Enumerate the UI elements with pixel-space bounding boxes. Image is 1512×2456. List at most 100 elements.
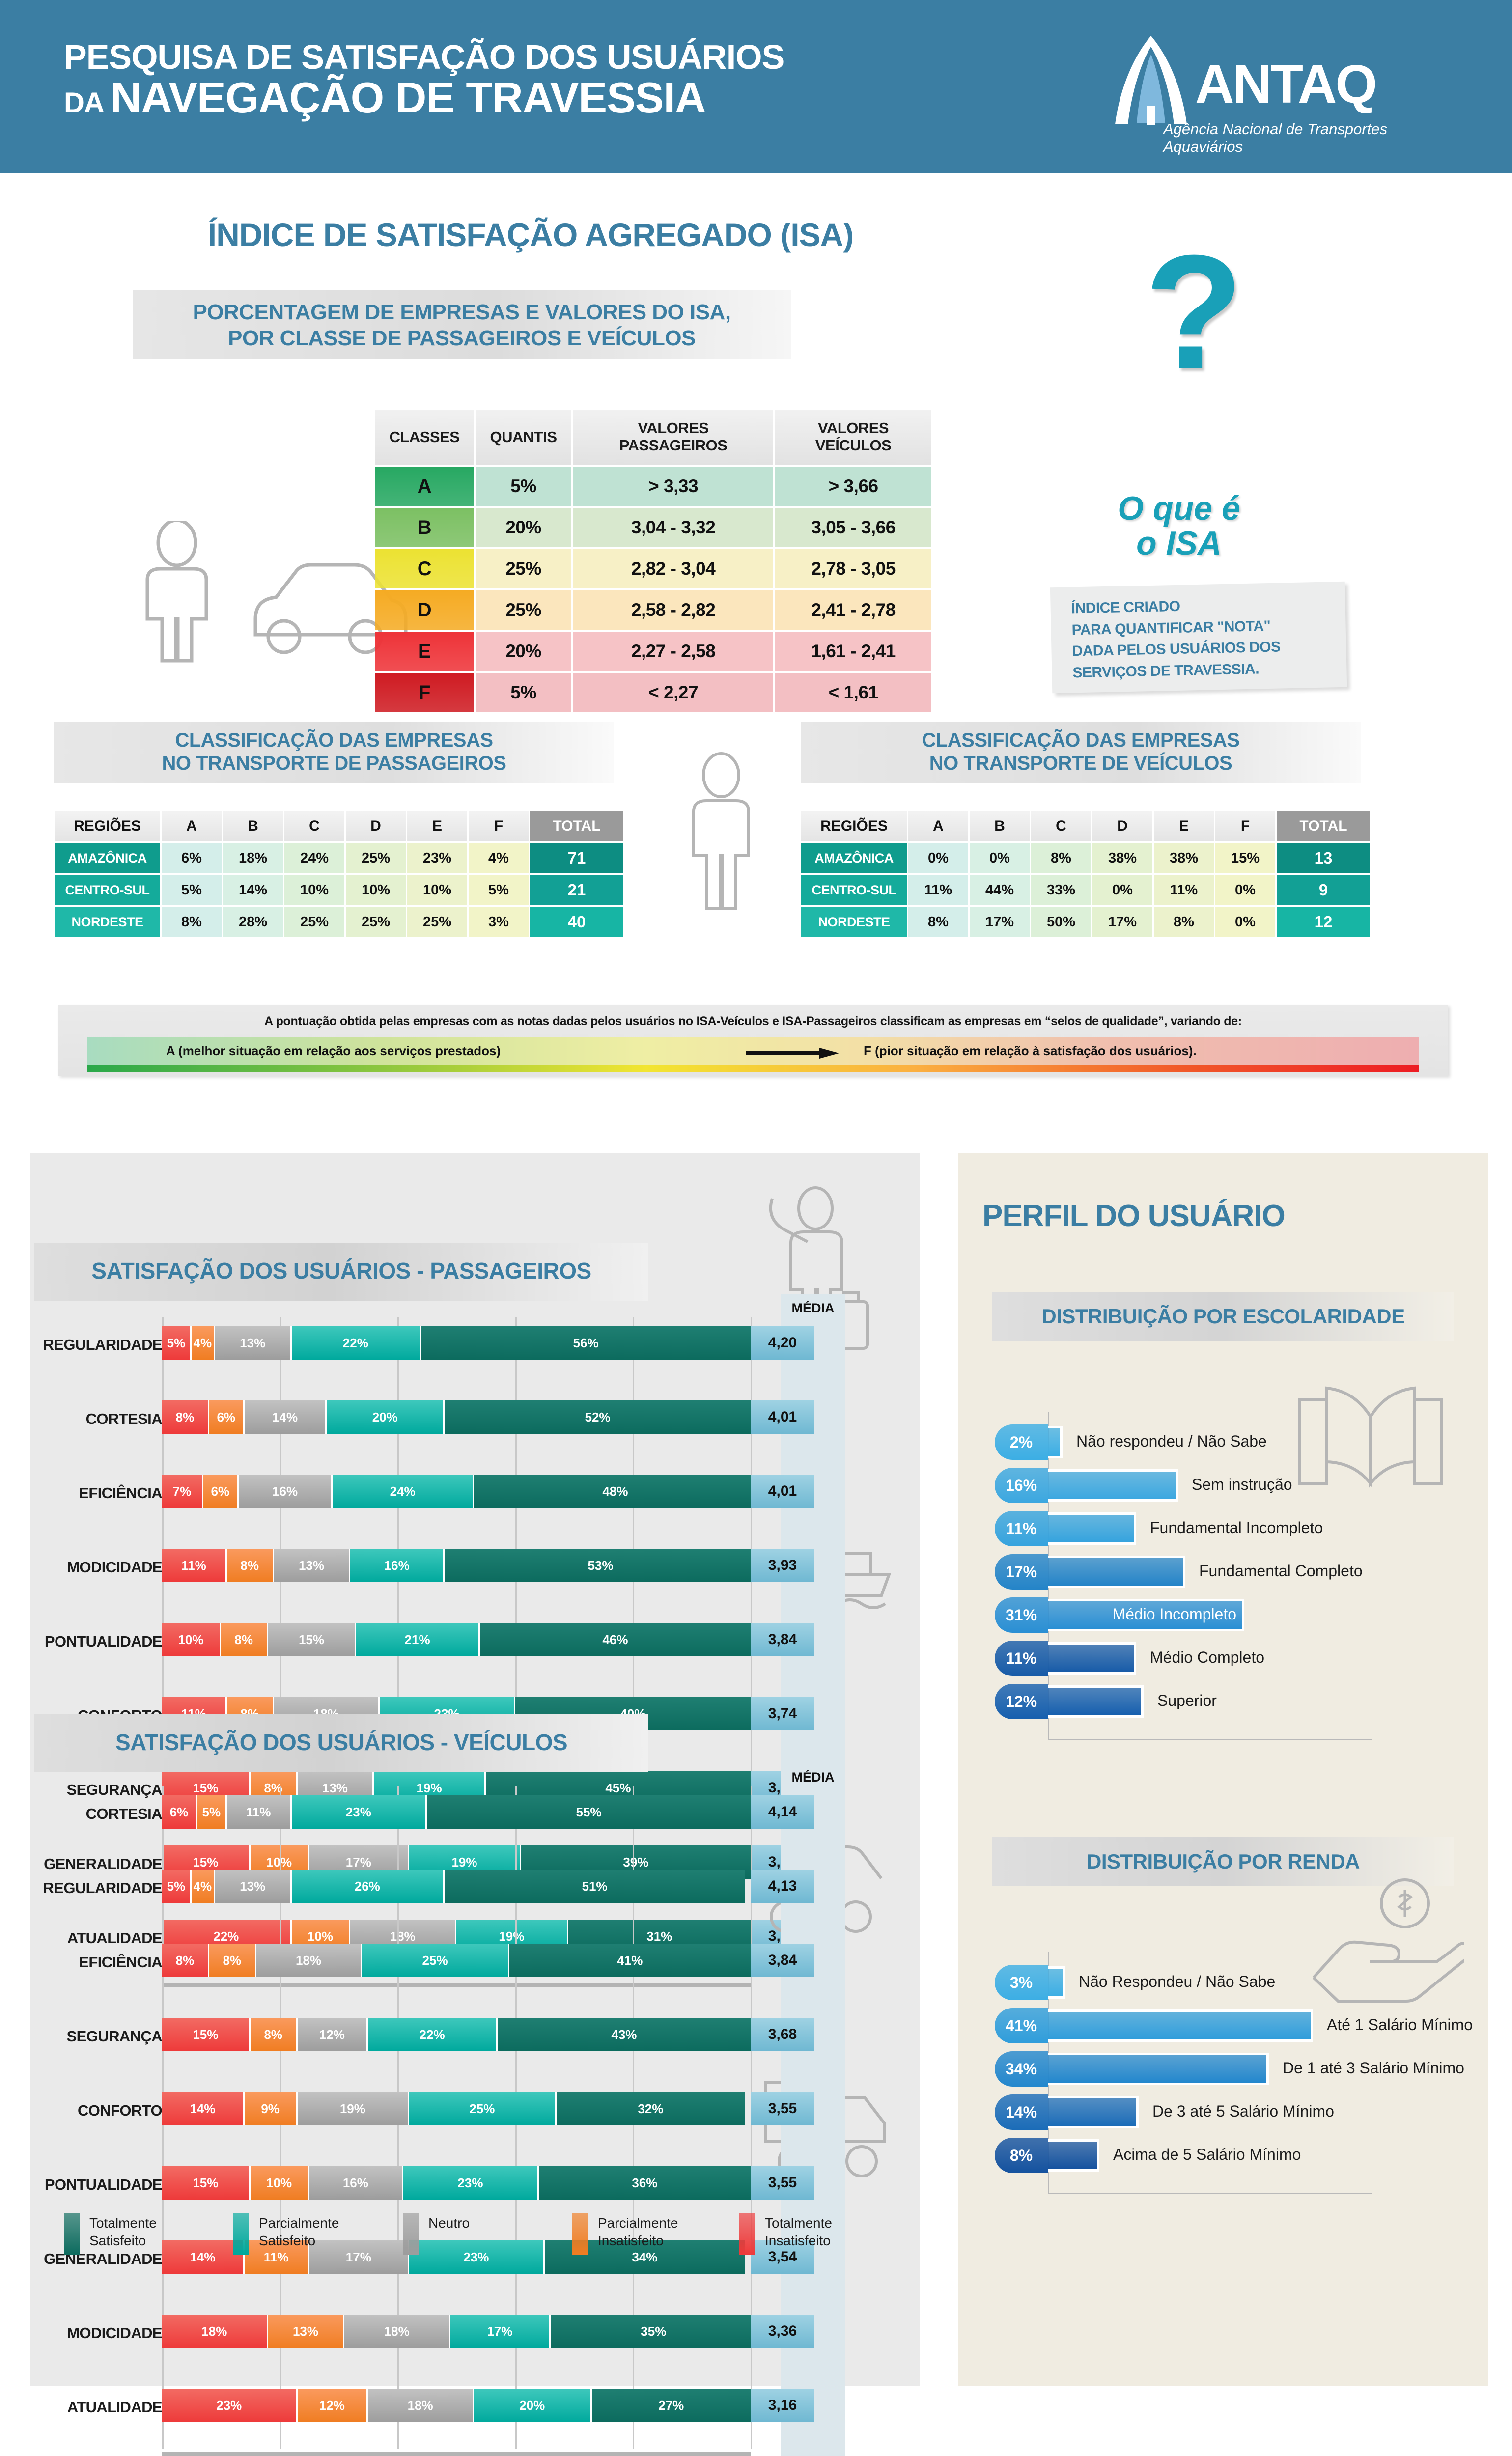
question-mark-icon: ? — [1145, 221, 1244, 402]
veic-segment: 23% — [409, 2240, 545, 2274]
isa-cell-classe: C — [375, 549, 474, 588]
quality-seal-note: A pontuação obtida pelas empresas com as… — [58, 1005, 1448, 1076]
pass-bar: 10% 8% 15% 21% 46% — [162, 1623, 751, 1656]
pass-segment: 7% — [162, 1475, 203, 1508]
veic-bar: 14% 11% 17% 23% 34% — [162, 2240, 751, 2274]
veic-segment: 14% — [162, 2092, 245, 2125]
inc-row: 3% — [995, 1965, 1081, 2000]
inc-row: 41% — [995, 2008, 1329, 2043]
education-distribution-title: DISTRIBUIÇÃO POR ESCOLARIDADE — [992, 1292, 1454, 1341]
edu-label: Médio Incompleto — [1112, 1605, 1236, 1623]
pass-segment: 6% — [203, 1475, 239, 1508]
inc-bar — [1048, 2009, 1313, 2042]
edu-label: Fundamental Incompleto — [1150, 1519, 1323, 1536]
veic-segment: 14% — [162, 2240, 245, 2274]
class-veic-cell: 0% — [1215, 907, 1275, 937]
veic-average: 3,55 — [751, 2092, 814, 2125]
veic-segment: 23% — [291, 1795, 427, 1829]
veic-segment: 23% — [403, 2166, 539, 2200]
pass-category: GENERALIDADE — [44, 1855, 162, 1872]
veic-segment: 12% — [297, 2018, 368, 2051]
class-veic-row: CENTRO-SUL 11% 44% 33% 0% 11% 0% 9 — [801, 875, 1370, 905]
isa-cell-classe: A — [375, 467, 474, 506]
veic-category: EFICIÊNCIA — [79, 1954, 162, 1971]
isa-col-quantis: QUANTIS — [476, 410, 571, 465]
class-veic-row: NORDESTE 8% 17% 50% 17% 8% 0% 12 — [801, 907, 1370, 937]
inc-baseline — [1048, 2193, 1372, 2194]
pass-segment: 8% — [226, 1549, 274, 1582]
isa-cell-passageiros: 2,27 - 2,58 — [573, 632, 774, 671]
class-veic-row: AMAZÔNICA 0% 0% 8% 38% 38% 15% 13 — [801, 843, 1370, 873]
pass-category: EFICIÊNCIA — [79, 1484, 162, 1502]
user-profile-panel — [958, 1153, 1488, 2386]
veic-segment: 11% — [244, 2240, 309, 2274]
classification-passengers-title-l1: CLASSIFICAÇÃO DAS EMPRESAS — [175, 729, 493, 751]
classification-passengers-title-l2: NO TRANSPORTE DE PASSAGEIROS — [162, 753, 506, 775]
class-pass-col-total: TOTAL — [530, 811, 623, 841]
class-veic-col-a: A — [908, 811, 968, 841]
veic-segment: 17% — [450, 2315, 551, 2348]
class-veic-cell: 8% — [1154, 907, 1214, 937]
class-pass-total: 71 — [530, 843, 623, 873]
person-icon — [145, 521, 208, 663]
what-is-isa-line2: o ISA — [1136, 525, 1222, 562]
quality-gradient-bar — [87, 1065, 1419, 1072]
class-veic-total: 12 — [1277, 907, 1370, 937]
class-pass-region: AMAZÔNICA — [55, 843, 160, 873]
pass-segment: 4% — [191, 1326, 215, 1360]
veic-bar: 14% 9% 19% 25% 32% — [162, 2092, 751, 2125]
class-veic-cell: 50% — [1031, 907, 1091, 937]
isa-cell-veiculos: 2,78 - 3,05 — [775, 549, 931, 588]
class-veic-col-d: D — [1092, 811, 1152, 841]
class-pass-cell: 10% — [346, 875, 406, 905]
isa-cell-classe: E — [375, 632, 474, 671]
inc-label: De 3 até 5 Salário Mínimo — [1152, 2102, 1334, 2120]
isa-definition-note: ÍNDICE CRIADO PARA QUANTIFICAR "NOTA" DA… — [1050, 581, 1347, 694]
classification-passengers-table: REGIÕES A B C D E F TOTAL AMAZÔNICA 6% 18% 24% 25% 23… — [53, 809, 625, 939]
class-veic-header-row: REGIÕES A B C D E F TOTAL — [801, 811, 1370, 841]
page-title: PESQUISA DE SATISFAÇÃO DOS USUÁRIOS DA N… — [64, 39, 784, 120]
inc-value-badge: 41% — [995, 2008, 1048, 2043]
income-distribution-title: DISTRIBUIÇÃO POR RENDA — [992, 1837, 1454, 1886]
inc-value-badge: 14% — [995, 2094, 1048, 2130]
satisfaction-legend: Totalmente Satisfeito Parcialmente Satisfei… — [64, 2210, 899, 2274]
veic-segment: 8% — [162, 1944, 209, 1977]
inc-label: De 1 até 3 Salário Mínimo — [1283, 2059, 1464, 2077]
edu-value-badge: 2% — [995, 1424, 1048, 1460]
antaq-logo-text: ANTAQ — [1195, 54, 1377, 114]
isa-table-row: F 5% < 2,27 < 1,61 — [375, 673, 931, 712]
veic-category: PONTUALIDADE — [44, 2176, 163, 2193]
class-pass-cell: 23% — [407, 843, 467, 873]
edu-bar — [1048, 1512, 1136, 1545]
veic-segment: 18% — [368, 2389, 474, 2422]
pass-segment: 16% — [350, 1549, 445, 1582]
classification-vehicles-title: CLASSIFICAÇÃO DAS EMPRESAS NO TRANSPORTE… — [801, 722, 1361, 783]
classification-vehicles-title-l1: CLASSIFICAÇÃO DAS EMPRESAS — [922, 729, 1240, 751]
quality-note-right: F (pior situação em relação à satisfação… — [864, 1043, 1197, 1058]
isa-subtitle-line2: POR CLASSE DE PASSAGEIROS E VEÍCULOS — [228, 326, 696, 350]
inc-row: 34% — [995, 2051, 1285, 2087]
isa-cell-veiculos: 1,61 - 2,41 — [775, 632, 931, 671]
antaq-logo-subtitle: Agência Nacional de Transportes Aquaviár… — [1163, 120, 1388, 155]
pass-segment: 21% — [356, 1623, 480, 1656]
legend-swatch — [64, 2213, 80, 2255]
class-pass-col-e: E — [407, 811, 467, 841]
isa-col-valores-veiculos-l1: VALORES — [818, 419, 889, 437]
veic-average: 3,84 — [751, 1944, 814, 1977]
class-veic-cell: 11% — [1154, 875, 1214, 905]
isa-cell-quantis: 5% — [476, 467, 571, 506]
chart-passengers-title: SATISFAÇÃO DOS USUÁRIOS - PASSAGEIROS — [34, 1243, 648, 1301]
antaq-logo: ANTAQ Agência Nacional de Transportes Aq… — [1104, 29, 1428, 155]
edu-label: Fundamental Completo — [1199, 1562, 1363, 1580]
class-pass-cell: 25% — [346, 843, 406, 873]
isa-cell-veiculos: 2,41 - 2,78 — [775, 590, 931, 630]
page-title-line2: DA NAVEGAÇÃO DE TRAVESSIA — [64, 75, 784, 120]
open-book-icon — [1298, 1386, 1443, 1488]
edu-bar — [1048, 1642, 1136, 1675]
what-is-isa-line1: O que é — [1118, 490, 1240, 527]
inc-value-badge: 34% — [995, 2051, 1048, 2087]
class-pass-cell: 25% — [346, 907, 406, 937]
edu-label: Superior — [1157, 1692, 1217, 1709]
inc-bar — [1048, 1966, 1065, 1999]
edu-value-badge: 11% — [995, 1641, 1048, 1676]
